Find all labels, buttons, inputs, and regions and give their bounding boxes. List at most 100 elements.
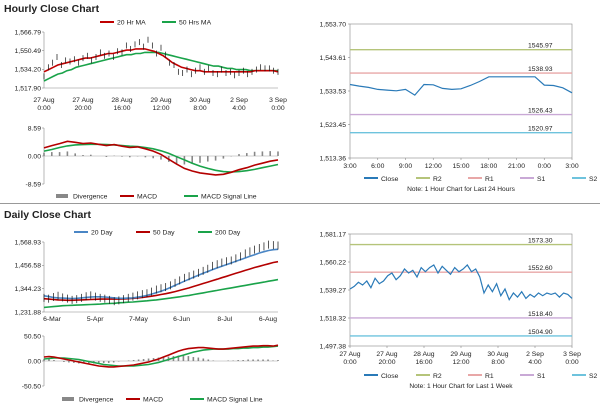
hm-signal-line (43, 143, 279, 173)
hp-x-tick-label: 30 Aug (189, 97, 210, 104)
hm-legend-label: MACD (137, 194, 157, 201)
dv-x-tick-label: 12:00 (452, 359, 469, 366)
dv-x-tick-label: 27 Aug (339, 351, 360, 358)
hv-y-tick-label: 1,513.36 (320, 155, 347, 162)
hv-x-tick-label: 3:00 (565, 163, 578, 170)
hp-x-tick-label: 2 Sep (230, 97, 248, 104)
hm-legend-label: Divergence (73, 194, 108, 201)
dm-legend-swatch (62, 397, 74, 401)
hv-x-tick-label: 9:00 (399, 163, 412, 170)
hm-legend-label: MACD Signal Line (201, 194, 257, 201)
dv-y-tick-label: 1,581.17 (320, 231, 347, 238)
hv-y-tick-label: 1,533.53 (320, 88, 347, 95)
hourly-pivot-chart: 1,553.70 1,543.61 1,533.53 1,523.45 1,513.36… (320, 21, 598, 193)
dv-y-tick-label: 1,518.32 (320, 315, 347, 322)
dv-x-tick-label: 2 Sep (526, 351, 544, 358)
section-divider (0, 203, 600, 204)
hp-y-tick-label: 1,534.20 (15, 67, 42, 74)
dv-x-tick-label: 27 Aug (376, 351, 397, 358)
hp-x-tick-label: 0:00 (37, 105, 50, 112)
dm-legend-label: MACD (143, 397, 163, 404)
dp-x-tick-label: 8-Jul (217, 316, 232, 323)
hm-macd-line (43, 140, 279, 176)
dm-y-tick-label: 50.50 (24, 333, 41, 340)
dv-x-tick-label: 16:00 (415, 359, 432, 366)
hv-legend-label: S2 (589, 176, 598, 183)
hp-y-tick-label: 1,550.49 (15, 48, 42, 55)
dv-level-label: 1552.60 (528, 265, 553, 272)
hv-x-tick-label: 12:00 (425, 163, 442, 170)
dp-x-tick-label: 6-Jun (173, 316, 190, 323)
dv-x-tick-label: 0:00 (343, 359, 356, 366)
dv-y-tick-label: 1,539.27 (320, 287, 347, 294)
hv-x-tick-label: 15:00 (452, 163, 469, 170)
dp-legend-label: 50 Day (153, 230, 175, 237)
dv-legend-label: Close (381, 373, 399, 380)
hm-y-tick-label: 8.59 (28, 125, 41, 132)
hv-level-label: 1520.97 (528, 126, 553, 133)
dv-legend-label: S1 (537, 373, 546, 380)
dp-ma50-line (43, 260, 279, 302)
hp-x-tick-label: 16:00 (113, 105, 130, 112)
hv-x-tick-label: 0:00 (538, 163, 551, 170)
hp-x-tick-label: 4:00 (232, 105, 245, 112)
hv-legend-label: R2 (433, 176, 442, 183)
dp-x-tick-label: 6-Mar (43, 316, 61, 323)
dm-legend-label: MACD Signal Line (207, 397, 263, 404)
hv-legend-label: S1 (537, 176, 546, 183)
daily-macd-chart: 50.50 0.00 -50.50 Divergence MACD MACD Signal… (22, 333, 279, 404)
hp-y-tick-label: 1,566.79 (15, 29, 42, 36)
dv-legend-label: R2 (433, 373, 442, 380)
hp-y-tick-label: 1,517.90 (15, 85, 42, 92)
hv-x-tick-label: 18:00 (480, 163, 497, 170)
dv-x-tick-label: 8:00 (491, 359, 504, 366)
dm-y-tick-label: -50.50 (22, 383, 41, 390)
dv-x-tick-label: 0:00 (565, 359, 578, 366)
dp-legend-label: 200 Day (215, 230, 241, 237)
daily-pivot-chart: 1,581.17 1,560.22 1,539.27 1,518.32 1,497.38… (320, 231, 598, 390)
hp-legend-label: 50 Hrs MA (179, 20, 212, 27)
dp-legend-label: 20 Day (91, 230, 113, 237)
hv-level-label: 1538.93 (528, 66, 553, 73)
hv-legend-label: Close (381, 176, 399, 183)
hm-y-tick-label: -8.59 (26, 181, 42, 188)
hv-legend-label: R1 (485, 176, 494, 183)
hv-y-tick-label: 1,553.70 (320, 21, 347, 28)
dv-x-tick-label: 28 Aug (413, 351, 434, 358)
hv-x-tick-label: 21:00 (508, 163, 525, 170)
hv-level-label: 1526.43 (528, 108, 553, 115)
hv-x-tick-label: 3:00 (343, 163, 356, 170)
dv-legend-label: S2 (589, 373, 598, 380)
dp-x-tick-label: 7-May (129, 316, 148, 323)
hp-x-tick-label: 29 Aug (150, 97, 171, 104)
hp-x-tick-label: 20:00 (74, 105, 91, 112)
daily-price-chart: 1,568.93 1,456.58 1,344.23 1,231.886-Mar 5-A… (15, 230, 279, 323)
hp-legend-label: 20 Hr MA (117, 20, 146, 27)
hp-x-tick-label: 3 Sep (269, 97, 287, 104)
dv-x-tick-label: 3 Sep (563, 351, 581, 358)
hv-level-label: 1545.97 (528, 43, 553, 50)
hv-y-tick-label: 1,523.45 (320, 122, 347, 129)
hv-note: Note: 1 Hour Chart for Last 24 Hours (407, 186, 515, 193)
hp-x-tick-label: 0:00 (271, 105, 284, 112)
hourly-title: Hourly Close Chart (4, 3, 100, 15)
dv-x-tick-label: 30 Aug (487, 351, 508, 358)
dp-ma200-line (43, 278, 279, 309)
hourly-macd-chart: 8.59 0.00 -8.59 Divergence MACD MACD Signal L… (26, 125, 279, 201)
hp-x-tick-label: 8:00 (193, 105, 206, 112)
dv-level-label: 1573.30 (528, 238, 553, 245)
hp-x-tick-label: 28 Aug (111, 97, 132, 104)
dv-level-label: 1504.90 (528, 329, 553, 336)
dp-y-tick-label: 1,344.23 (15, 286, 42, 293)
hm-legend-swatch (56, 194, 68, 198)
dv-close-line (349, 264, 573, 302)
dv-y-tick-label: 1,497.38 (320, 343, 347, 350)
dp-y-tick-label: 1,568.93 (15, 239, 42, 246)
dv-note: Note: 1 Hour Chart for Last 1 Week (409, 383, 513, 390)
hv-x-tick-label: 6:00 (371, 163, 384, 170)
hv-close-line (349, 76, 573, 96)
daily-title: Daily Close Chart (4, 209, 91, 221)
hp-x-tick-label: 27 Aug (33, 97, 54, 104)
hv-y-tick-label: 1,543.61 (320, 55, 347, 62)
